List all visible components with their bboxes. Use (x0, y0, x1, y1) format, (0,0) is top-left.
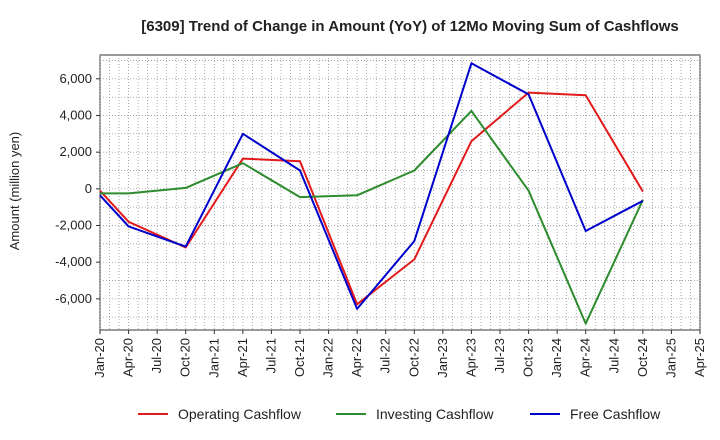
x-tick-label: Oct-23 (521, 338, 536, 377)
x-tick-label: Jan-23 (435, 338, 450, 378)
series-line-free-cashflow (99, 62, 644, 310)
x-tick-label: Apr-24 (578, 338, 593, 377)
y-tick-label: 6,000 (59, 71, 92, 86)
x-tick-label: Jan-25 (663, 338, 678, 378)
y-tick-label: 4,000 (59, 108, 92, 123)
x-tick-label: Apr-20 (121, 338, 136, 377)
y-tick-label: -6,000 (55, 291, 92, 306)
x-tick-label: Jan-21 (206, 338, 221, 378)
x-tick-label: Jul-24 (606, 338, 621, 373)
legend-label: Free Cashflow (570, 406, 661, 422)
plot-frame (99, 54, 701, 331)
y-axis-label: Amount (million yen) (7, 132, 22, 251)
series-lines (99, 62, 644, 325)
x-tick-label: Apr-22 (349, 338, 364, 377)
x-tick-label: Jan-22 (321, 338, 336, 378)
x-tick-label: Jul-22 (378, 338, 393, 373)
x-tick-label: Apr-23 (463, 338, 478, 377)
x-axis-ticks: Jan-20 Apr-20 Jul-20 Oct-20 Jan-21 Apr-21 Jul-… (92, 330, 707, 378)
y-tick-label: -4,000 (55, 254, 92, 269)
y-tick-label: -2,000 (55, 218, 92, 233)
legend-label: Investing Cashflow (376, 406, 494, 422)
x-tick-label: Oct-22 (406, 338, 421, 377)
plot-area (99, 54, 701, 331)
x-tick-label: Jul-23 (492, 338, 507, 373)
grid-lines (99, 55, 701, 330)
legend: Operating Cashflow Investing Cashflow Free… (138, 406, 661, 422)
y-tick-label: 2,000 (59, 144, 92, 159)
x-tick-label: Oct-24 (635, 338, 650, 377)
x-tick-label: Jan-24 (549, 338, 564, 378)
x-tick-label: Oct-20 (178, 338, 193, 377)
x-tick-label: Jul-20 (149, 338, 164, 373)
legend-label: Operating Cashflow (178, 406, 302, 422)
x-tick-label: Apr-21 (235, 338, 250, 377)
x-tick-label: Apr-25 (692, 338, 707, 377)
series-line-investing-cashflow (100, 109, 644, 325)
x-tick-label: Jan-20 (92, 338, 107, 378)
x-tick-label: Oct-21 (292, 338, 307, 377)
x-tick-label: Jul-21 (263, 338, 278, 373)
y-axis-ticks: -6,000 -4,000 -2,000 0 2,000 4,000 6,000 (55, 71, 100, 306)
chart-title: [6309] Trend of Change in Amount (YoY) o… (141, 18, 679, 35)
y-tick-label: 0 (85, 181, 92, 196)
